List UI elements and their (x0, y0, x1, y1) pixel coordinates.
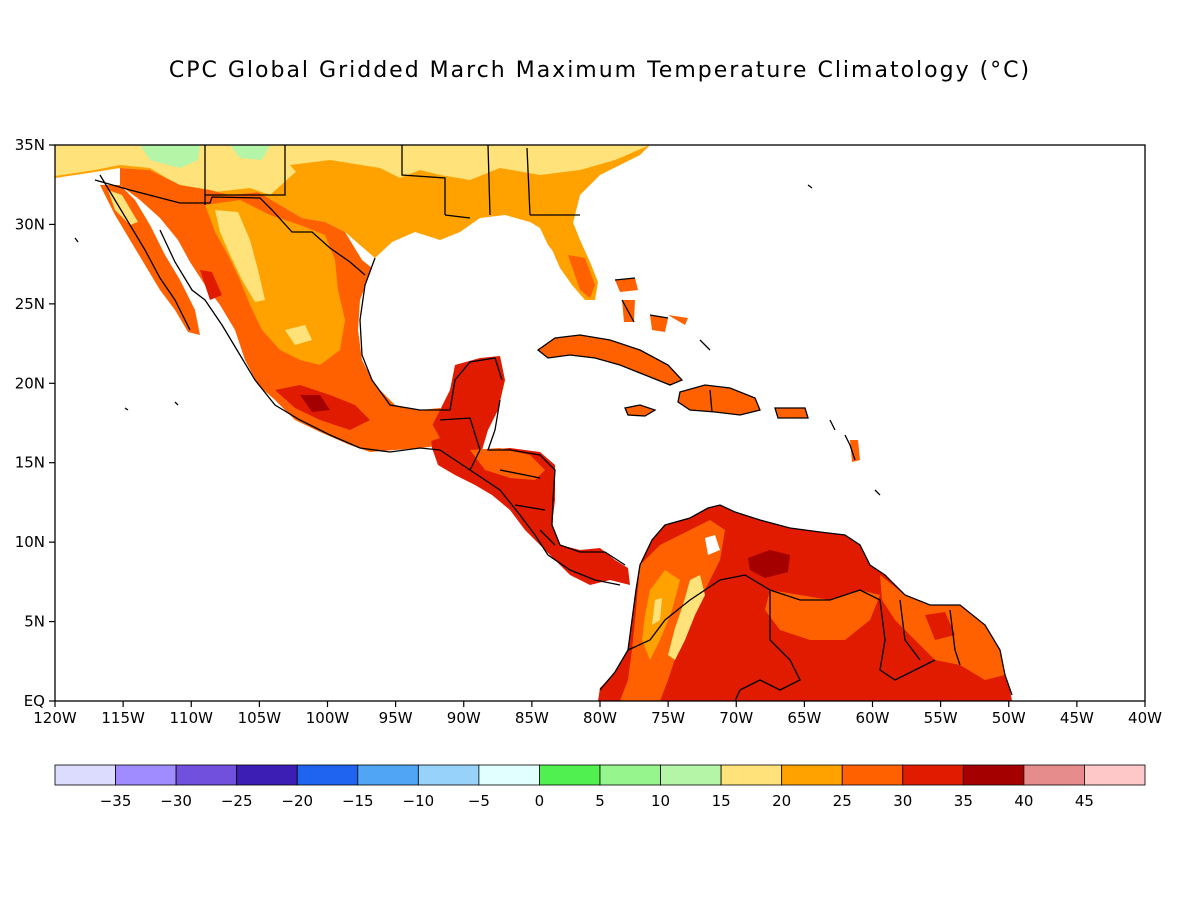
lon-tick-label: 80W (583, 709, 617, 727)
colorbar-label: 20 (772, 792, 791, 810)
mexico-coastline-gulf (359, 257, 503, 411)
caribbean-island-outlines (536, 334, 809, 419)
cuba-island (538, 335, 682, 385)
colorbar-swatch (175, 764, 238, 786)
usa-green-zone (140, 145, 200, 168)
colorbar-label: −15 (342, 792, 374, 810)
colorbar-swatch (539, 764, 601, 786)
colorbar-label: 5 (595, 792, 605, 810)
colorbar-label: 25 (833, 792, 852, 810)
lon-tick-label: 70W (719, 709, 753, 727)
lon-tick-label: 115W (101, 709, 145, 727)
lon-tick-label: 105W (238, 709, 282, 727)
puerto-rico-island (775, 408, 808, 418)
lat-tick-label: EQ (24, 692, 45, 710)
colorbar-swatch (781, 764, 843, 786)
lat-tick-label: 15N (15, 454, 45, 472)
central-america-coast (439, 399, 626, 586)
colorbar-label: 30 (893, 792, 912, 810)
andes-coolest-2 (652, 598, 662, 625)
lon-tick-label: 50W (992, 709, 1026, 727)
lon-tick-label: 40W (1128, 709, 1162, 727)
lon-tick-label: 75W (651, 709, 685, 727)
political-boundaries (74, 145, 1013, 701)
colorbar-swatch (296, 764, 359, 786)
lat-tick-label: 10N (15, 533, 45, 551)
suriname-warm (925, 612, 955, 640)
lat-tick-label: 30N (15, 215, 45, 233)
lon-tick-label: 65W (787, 709, 821, 727)
colorbar: −35 −30 −25 −20 −15 −10 −5 0 5 10 15 20 25 30 35 40 45 (54, 764, 1146, 810)
small-islands (74, 184, 881, 496)
llanos-hot-core (748, 550, 790, 578)
colorbar-swatch (478, 764, 540, 786)
central-america-borders (439, 417, 556, 546)
lon-tick-label: 55W (924, 709, 958, 727)
south-america-coast (599, 504, 1013, 696)
colorbar-swatch (1023, 764, 1085, 786)
usa-green-zone-2 (230, 145, 270, 160)
axis-ticks (49, 144, 1146, 707)
lon-tick-label: 110W (170, 709, 214, 727)
map-title: CPC Global Gridded March Maximum Tempera… (168, 58, 1032, 83)
usa-orange-zone-mid (290, 160, 400, 195)
colorbar-label: −20 (281, 792, 313, 810)
mexico-hot-core (300, 395, 330, 412)
colorbar-label: −35 (100, 792, 132, 810)
temperature-field (55, 145, 1012, 701)
colorbar-swatch (841, 764, 904, 786)
colorbar-swatch (962, 764, 1025, 786)
lake-maracaibo (705, 535, 720, 555)
axis-labels: 120W 115W 110W 105W 100W 95W 90W 85W 80W 75W 70W 65… (15, 136, 1162, 727)
colorbar-swatch (115, 764, 177, 786)
colorbar-swatch (660, 764, 722, 786)
lon-tick-label: 95W (379, 709, 413, 727)
mexico-coastline-pacific (99, 174, 441, 453)
us-state-lines (204, 145, 580, 219)
colorbar-swatch (599, 764, 661, 786)
colorbar-swatch (54, 764, 116, 786)
colombia-andes-orange (620, 520, 725, 701)
colorbar-label: 0 (535, 792, 545, 810)
colorbar-label: 35 (954, 792, 973, 810)
bahamas-islands (615, 278, 688, 332)
colorbar-label: −10 (403, 792, 435, 810)
sinaloa-warm (200, 270, 222, 300)
colorbar-label: −30 (160, 792, 192, 810)
lon-tick-label: 120W (33, 709, 77, 727)
colorbar-swatch (720, 764, 783, 786)
baja-cool (108, 190, 138, 225)
colorbar-label: 45 (1075, 792, 1094, 810)
lesser-antilles (850, 440, 860, 462)
colorbar-label: 40 (1014, 792, 1033, 810)
mexico-sierra-cool (215, 210, 265, 302)
colorbar-label: 10 (651, 792, 670, 810)
mexico-sierra-cool-2 (285, 325, 312, 345)
lon-tick-label: 90W (447, 709, 481, 727)
colorbar-swatch (902, 764, 964, 786)
lon-tick-label: 60W (856, 709, 890, 727)
lat-tick-label: 20N (15, 374, 45, 392)
colorbar-swatch (236, 764, 298, 786)
lon-tick-label: 100W (306, 709, 350, 727)
chiapas-orange (400, 420, 440, 445)
colorbar-label: −5 (468, 792, 490, 810)
lat-tick-label: 5N (24, 613, 45, 631)
lat-tick-label: 35N (15, 136, 45, 154)
central-america-orange (470, 448, 545, 480)
usa-mexico-border (94, 179, 366, 276)
colorbar-swatch (1084, 764, 1146, 786)
colorbar-label: −25 (221, 792, 253, 810)
south-america-borders (627, 574, 961, 701)
lat-tick-label: 25N (15, 295, 45, 313)
lon-tick-label: 85W (515, 709, 549, 727)
lon-tick-label: 45W (1060, 709, 1094, 727)
colorbar-swatch (357, 764, 419, 786)
venezuela-orange (765, 590, 880, 640)
florida-warm (568, 255, 595, 298)
colorbar-swatch (417, 764, 480, 786)
colorbar-label: 15 (712, 792, 731, 810)
